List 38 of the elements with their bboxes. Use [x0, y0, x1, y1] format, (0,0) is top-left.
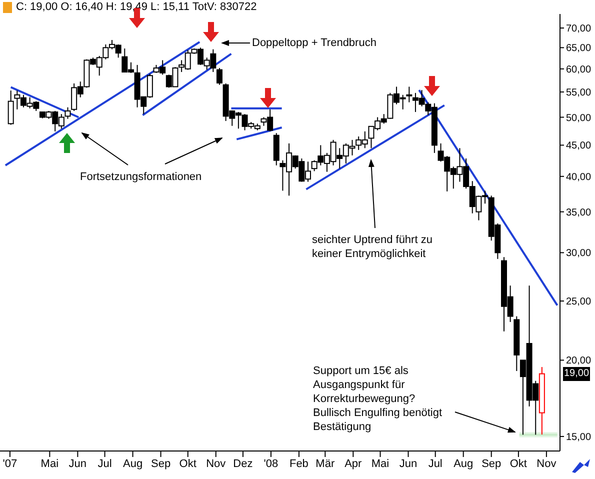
- x-tick-label: '07: [2, 458, 18, 470]
- x-tick-label: Dez: [233, 458, 253, 470]
- y-tick-label: 40,00: [566, 172, 592, 183]
- annotation: 19,00: [563, 366, 590, 381]
- y-tick-label: 60,00: [566, 64, 592, 76]
- annotation: seichter Uptrend führt zu keiner Entrymöglichkeit: [312, 233, 432, 261]
- y-tick-label: 45,00: [566, 140, 592, 152]
- x-tick-label: Jun: [68, 458, 87, 470]
- x-tick-label: Mai: [371, 458, 390, 470]
- x-tick-label: Sep: [482, 458, 502, 470]
- y-tick-label: 65,00: [566, 43, 592, 54]
- x-tick-label: '08: [264, 458, 278, 470]
- y-tick-label: 30,00: [566, 248, 592, 260]
- y-tick-label: 20,00: [566, 356, 592, 367]
- x-tick-label: Nov: [536, 458, 557, 470]
- y-tick-label: 50,00: [566, 112, 592, 124]
- x-tick-label: Aug: [122, 458, 143, 470]
- chart-title: C: 19,00 O: 16,40 H: 19,49 L: 15,11 TotV: 830722: [16, 1, 257, 13]
- annotation: Support um 15€ als Ausgangspunkt für Korrekturbewegung? Bullisch Engulfing benötigt Bestätigung: [313, 364, 442, 434]
- x-tick-label: Aug: [454, 458, 474, 470]
- annotation: Doppeltopp + Trendbruch: [252, 36, 376, 50]
- x-tick-label: Sep: [150, 458, 171, 470]
- x-tick-label: Jun: [399, 458, 418, 470]
- x-tick-label: Mär: [316, 458, 335, 470]
- x-tick-label: Nov: [206, 458, 226, 470]
- x-tick-label: Apr: [344, 458, 362, 470]
- y-tick-label: 70,00: [566, 24, 592, 35]
- x-tick-label: Feb: [289, 458, 308, 470]
- x-tick-label: Okt: [179, 458, 196, 470]
- x-tick-label: Jul: [428, 458, 442, 470]
- annotation: Fortsetzungsformationen: [80, 170, 202, 184]
- y-tick-label: 35,00: [566, 207, 592, 218]
- y-tick-label: 15,00: [566, 432, 592, 444]
- y-tick-label: 55,00: [566, 88, 592, 99]
- x-tick-label: Jul: [98, 458, 112, 470]
- x-tick-label: Mai: [40, 458, 59, 470]
- x-tick-label: Okt: [510, 458, 528, 470]
- y-tick-label: 25,00: [566, 296, 592, 308]
